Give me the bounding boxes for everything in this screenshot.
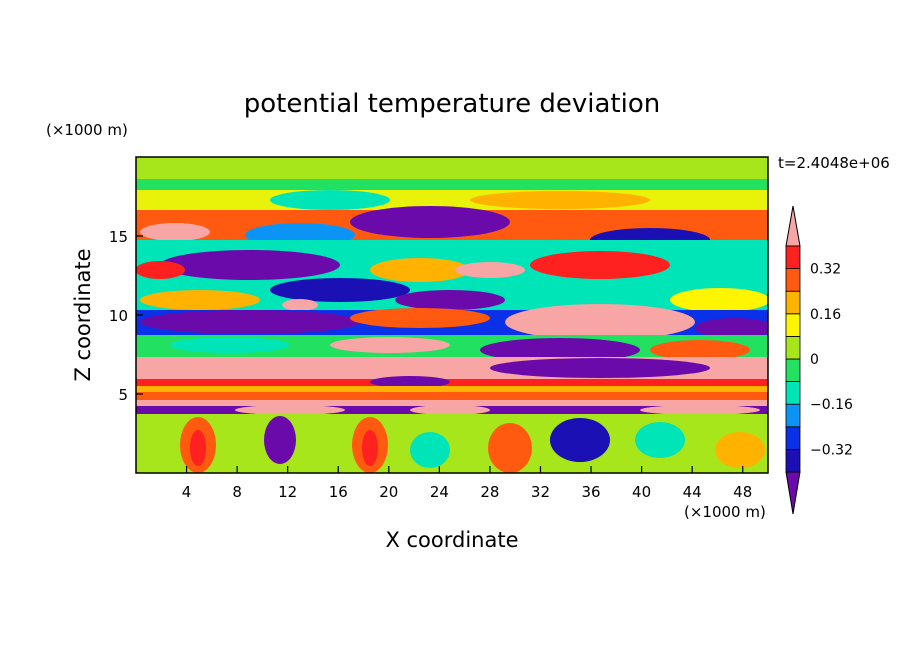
x-tick-label: 20 <box>379 483 398 501</box>
field-blob <box>410 405 490 415</box>
x-tick-label: 36 <box>581 483 600 501</box>
field-blob <box>350 308 490 328</box>
field-blob <box>530 251 670 279</box>
x-tick-label: 44 <box>683 483 702 501</box>
field-blob <box>264 416 296 464</box>
colorbar-label: 0 <box>810 352 819 368</box>
field-blob <box>640 405 760 415</box>
x-tick-label: 16 <box>329 483 348 501</box>
x-axis-title: X coordinate <box>385 528 518 552</box>
colorbar-label: 0.32 <box>810 262 841 278</box>
y-tick-label: 5 <box>118 386 128 404</box>
colorbar-segment <box>785 403 801 428</box>
field-blob <box>550 418 610 462</box>
field-blob <box>715 432 765 468</box>
field-blob <box>330 337 450 353</box>
field-blob <box>160 250 340 280</box>
colorbar-segment <box>785 448 801 473</box>
x-tick-label: 40 <box>632 483 651 501</box>
field-blob <box>455 262 525 278</box>
colorbar-segment <box>785 381 801 405</box>
colorbar-label: −0.16 <box>810 397 853 413</box>
colorbar-label: 0.16 <box>810 307 841 323</box>
field-blob <box>470 191 650 209</box>
field-blob <box>270 278 410 302</box>
field-blob <box>650 340 750 360</box>
field-blob <box>370 376 450 388</box>
field-blob <box>395 290 505 310</box>
field-blob <box>635 422 685 458</box>
x-tick-label: 4 <box>182 483 192 501</box>
colorbar-segment <box>785 358 801 383</box>
y-unit-label: (×1000 m) <box>46 121 128 139</box>
field-blob <box>270 190 390 210</box>
field-band <box>136 157 768 179</box>
field-blob <box>410 432 450 468</box>
colorbar-segment <box>785 245 801 270</box>
field-blob <box>695 318 768 338</box>
field-blob <box>670 288 768 312</box>
x-tick-label: 8 <box>232 483 242 501</box>
x-tick-label: 24 <box>430 483 449 501</box>
field-blob <box>370 258 470 282</box>
chart-title: potential temperature deviation <box>244 89 660 119</box>
field-blob <box>235 405 345 415</box>
colorbar-label: −0.32 <box>810 442 853 458</box>
colorbar-segment <box>785 268 801 292</box>
y-tick-label: 10 <box>109 307 128 325</box>
colorbar-lower-extension <box>785 471 801 515</box>
field-blob <box>480 338 640 362</box>
x-unit-label: (×1000 m) <box>684 503 766 521</box>
field-band <box>136 392 768 400</box>
x-axis: 4 8 12 16 20 24 28 32 36 40 44 48 <box>182 466 752 501</box>
y-axis-title: Z coordinate <box>71 248 95 381</box>
field-band <box>136 400 768 406</box>
colorbar-segment <box>785 313 801 337</box>
colorbar-segment <box>785 426 801 450</box>
x-tick-label: 48 <box>733 483 752 501</box>
y-axis: 5 10 15 <box>109 228 143 404</box>
colorbar-segment <box>785 290 801 315</box>
field-blob <box>282 299 318 311</box>
field-blob <box>350 206 510 238</box>
field-blob <box>136 261 185 279</box>
contour-field <box>136 157 768 473</box>
colorbar-segment <box>785 335 801 360</box>
time-label: t=2.4048e+06 <box>778 154 890 172</box>
field-blob <box>190 430 206 466</box>
field-blob <box>170 337 290 353</box>
field-blob <box>140 310 360 334</box>
x-tick-label: 12 <box>278 483 297 501</box>
field-blob <box>490 358 710 378</box>
field-blob <box>140 223 210 241</box>
y-tick-label: 15 <box>109 228 128 246</box>
field-blob <box>140 290 260 310</box>
colorbar: 0.32 0.16 0 −0.16 −0.32 <box>785 205 853 515</box>
field-blob <box>362 430 378 466</box>
colorbar-upper-extension <box>785 205 801 247</box>
field-band <box>136 379 768 386</box>
x-tick-label: 28 <box>480 483 499 501</box>
field-band <box>136 386 768 392</box>
x-tick-label: 32 <box>531 483 550 501</box>
field-blob <box>488 423 532 473</box>
field-blob <box>505 304 695 340</box>
